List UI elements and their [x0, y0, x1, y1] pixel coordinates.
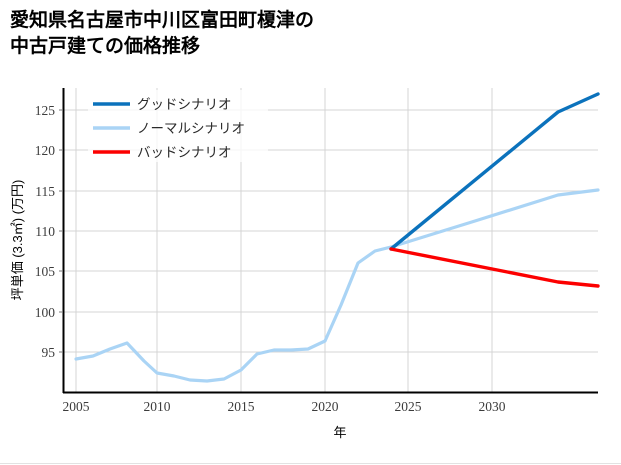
y-tick-marks: [59, 109, 63, 353]
x-tick-label: 2010: [144, 399, 171, 414]
x-tick-label: 2020: [312, 399, 339, 414]
y-tick-labels: 125 120 115 110 105 100 95: [35, 103, 56, 360]
legend-label-bad: バッドシナリオ: [137, 145, 232, 160]
legend-item-good[interactable]: グッドシナリオ: [93, 97, 232, 112]
series-line-normal: [74, 188, 600, 383]
x-axis-title: 年: [333, 425, 346, 440]
series-line-bad: [389, 247, 600, 288]
x-tick-label: 2025: [395, 399, 422, 414]
y-tick-label: 100: [35, 305, 56, 320]
x-tick-label: 2030: [479, 399, 506, 414]
y-tick-label: 105: [35, 264, 56, 279]
y-tick-label: 95: [42, 345, 56, 360]
series-line-good: [389, 92, 600, 251]
x-tick-label: 2005: [63, 399, 90, 414]
legend-label-normal: ノーマルシナリオ: [137, 121, 245, 136]
legend-item-bad[interactable]: バッドシナリオ: [93, 145, 232, 160]
x-tick-labels: 2005 2010 2015 2020 2025 2030: [63, 399, 506, 414]
y-axis-title: 坪単価 (3.3㎡) (万円): [10, 180, 25, 301]
legend-label-good: グッドシナリオ: [137, 97, 232, 112]
page-title: 愛知県名古屋市中川区富田町榎津の 中古戸建ての価格推移: [10, 10, 315, 57]
y-tick-label: 120: [35, 143, 56, 158]
y-tick-label: 110: [35, 224, 55, 239]
axis-lines: [62, 88, 598, 394]
chart-legend: グッドシナリオ ノーマルシナリオ バッドシナリオ: [88, 90, 268, 162]
y-tick-label: 115: [35, 184, 55, 199]
legend-item-normal[interactable]: ノーマルシナリオ: [93, 121, 245, 136]
x-tick-label: 2015: [228, 399, 255, 414]
y-tick-label: 125: [35, 103, 56, 118]
